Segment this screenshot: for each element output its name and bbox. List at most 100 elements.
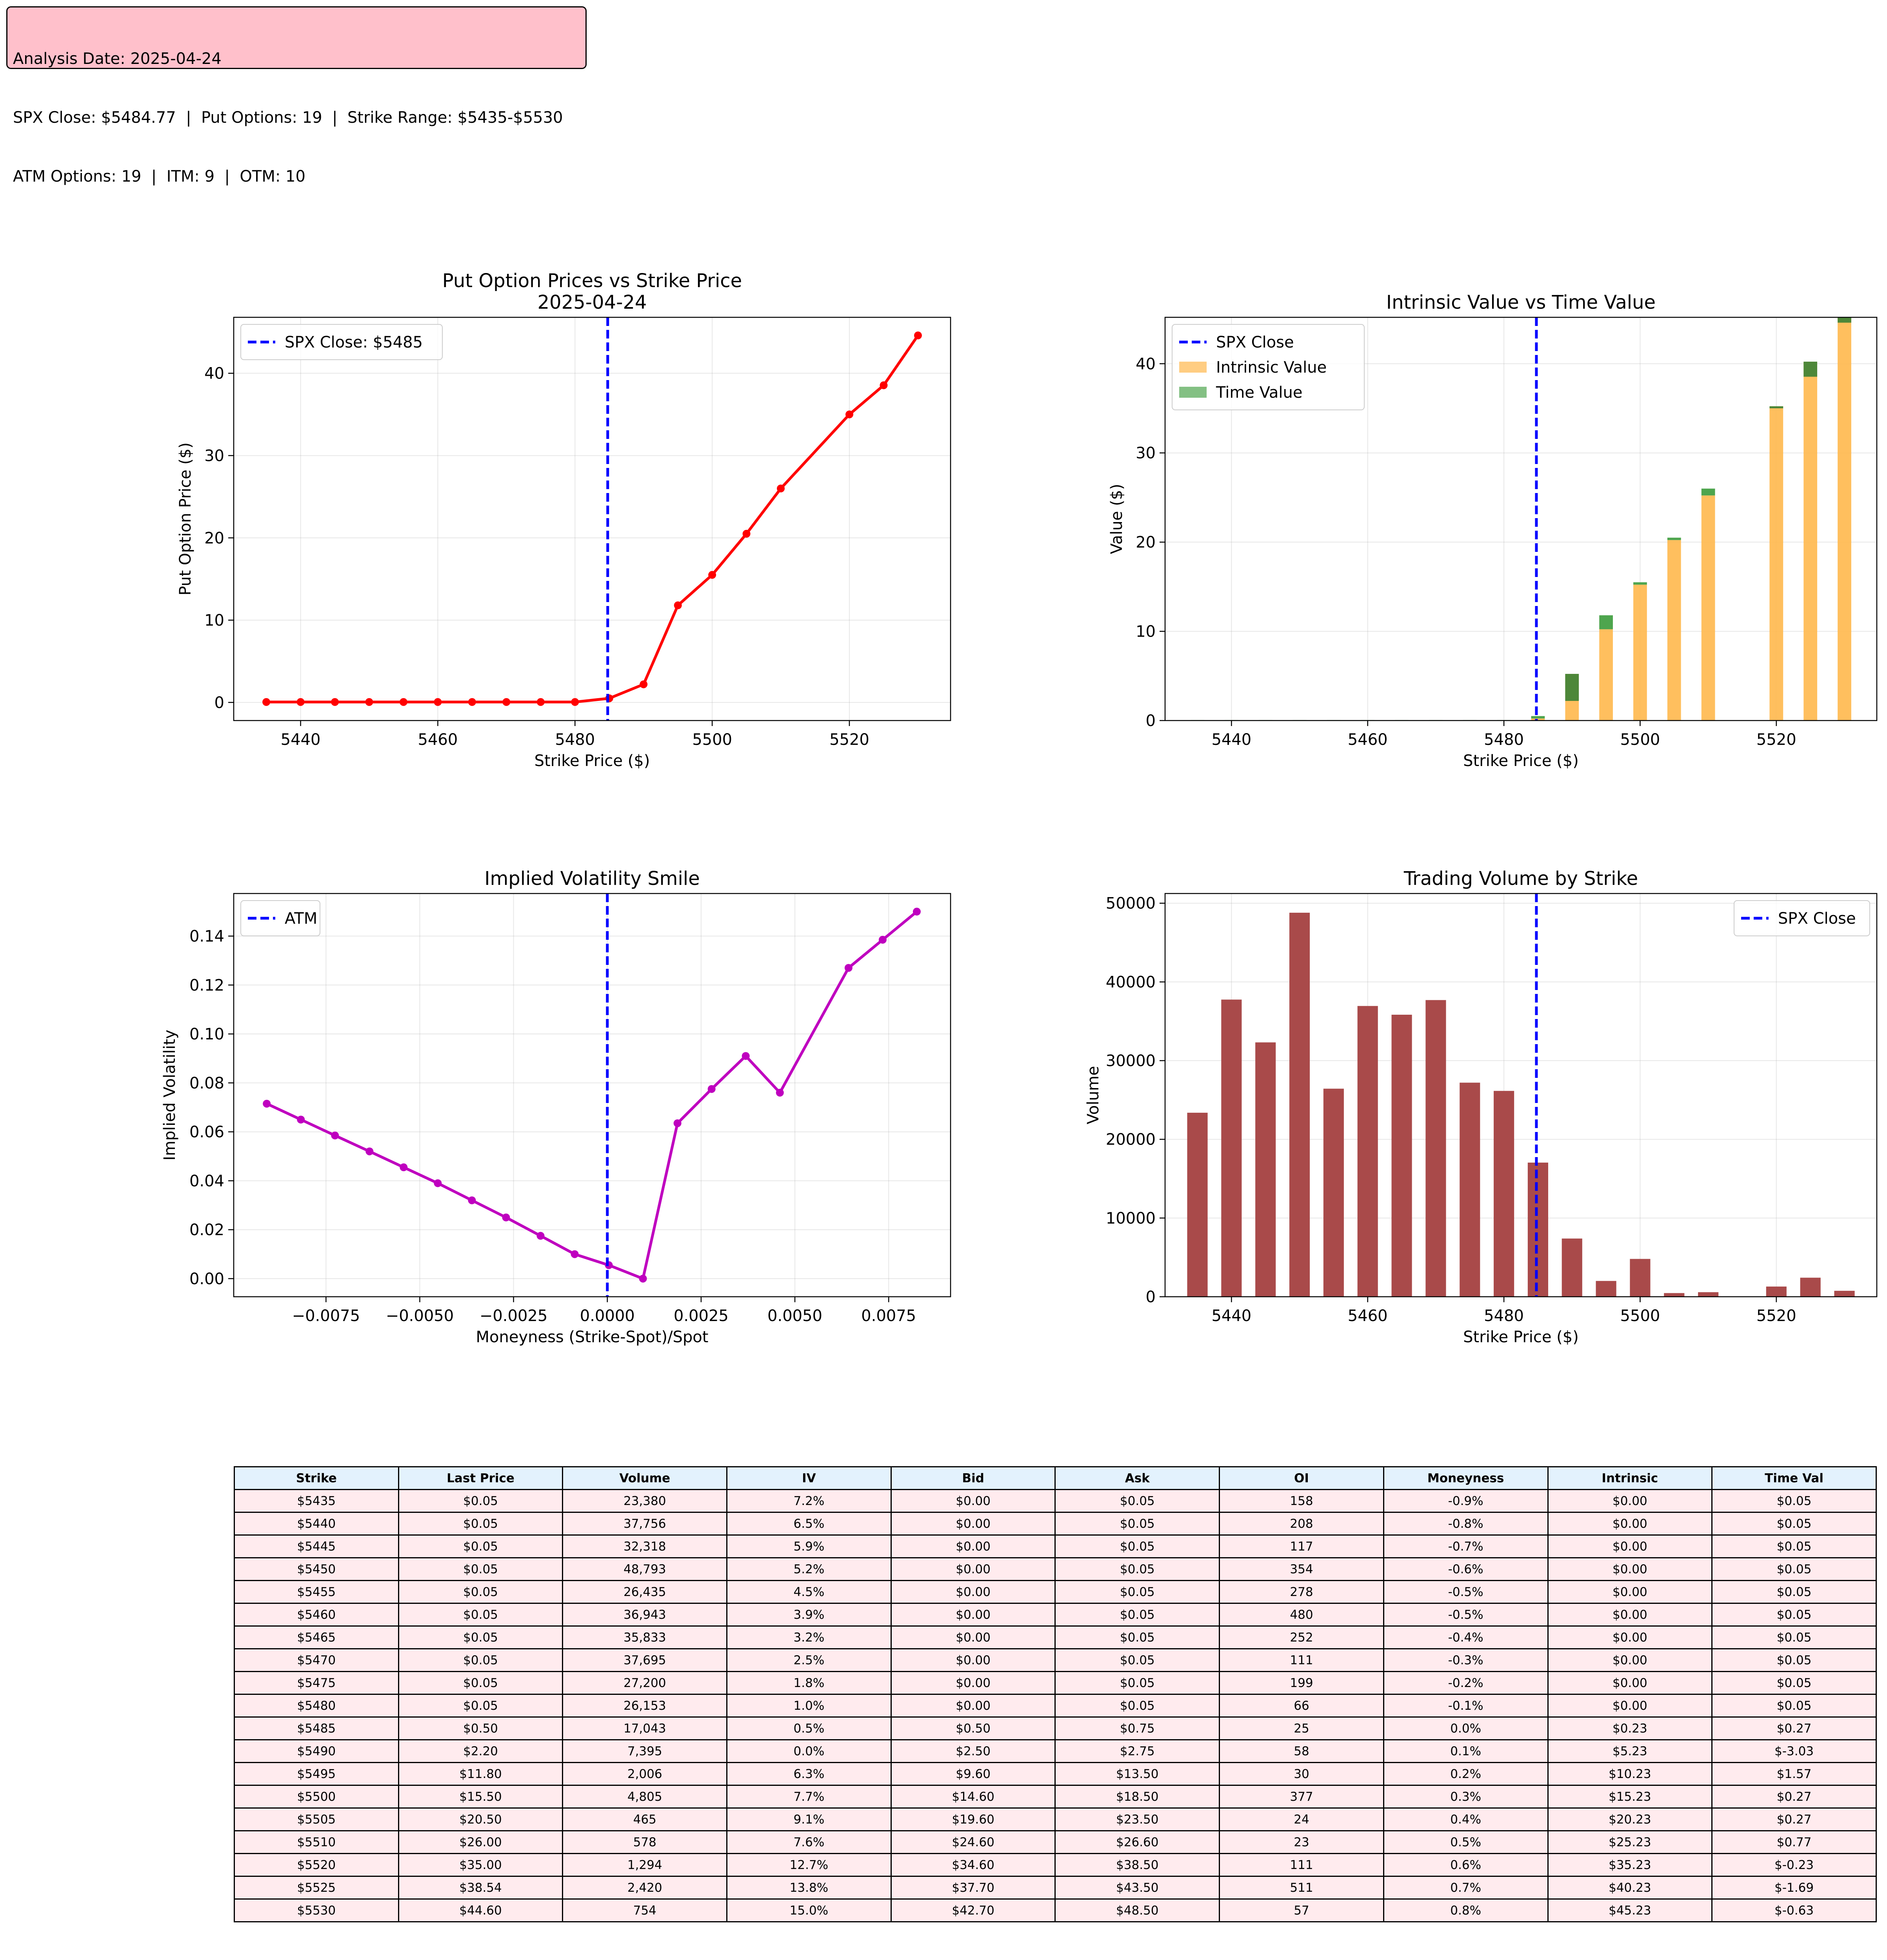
intrinsic-time-intrinsic-bar-13 [1633, 584, 1647, 721]
table-cell: $5465 [234, 1625, 399, 1649]
iv-smile-point-0 [263, 1099, 271, 1108]
table-cell: $37.70 [890, 1876, 1056, 1900]
table-cell: $0.05 [398, 1512, 564, 1536]
intrinsic-time-intrinsic-bar-14 [1667, 540, 1681, 721]
table-cell: $5440 [234, 1512, 399, 1536]
table-cell: $0.05 [398, 1603, 564, 1627]
table-cell: $48.50 [1054, 1898, 1220, 1922]
volume-ylabel: Volume [1084, 1066, 1102, 1125]
table-cell: 0.2% [1383, 1762, 1549, 1786]
options-table: Strike Last Price Volume IV Bid Ask OI Moneynes… [234, 1466, 1877, 1922]
table-cell: 0.3% [1383, 1785, 1549, 1809]
intrinsic-time-time-bar-10 [1531, 716, 1545, 719]
table-cell: $0.00 [1547, 1603, 1713, 1627]
table-cell: $26.60 [1054, 1830, 1220, 1854]
intrinsic-time-legend-swatch-1 [1179, 362, 1207, 373]
put-prices-plot-frame [233, 317, 951, 721]
intrinsic-time-plot-frame [1164, 317, 1878, 721]
table-row: $5455 $0.05 26,435 4.5% $0.00 $0.05 278 -0.5% $0… [234, 1580, 1877, 1604]
put-prices-point-9 [571, 698, 579, 706]
table-cell: $0.00 [1547, 1625, 1713, 1649]
table-cell: $0.05 [398, 1671, 564, 1695]
volume-xtick-label-3: 5500 [1620, 1307, 1660, 1325]
put-prices-point-18 [914, 331, 922, 340]
table-row: $5470 $0.05 37,695 2.5% $0.00 $0.05 111 -0.3% $0… [234, 1648, 1877, 1672]
table-cell: $0.05 [398, 1625, 564, 1649]
table-cell: $5480 [234, 1694, 399, 1718]
table-cell: $5.23 [1547, 1739, 1713, 1763]
table-cell: 58 [1219, 1739, 1384, 1763]
volume-ytick-label-4: 40000 [1106, 973, 1156, 991]
table-cell: -0.4% [1383, 1625, 1549, 1649]
table-cell: $5490 [234, 1739, 399, 1763]
put-prices-point-1 [296, 698, 305, 706]
table-cell: $9.60 [890, 1762, 1056, 1786]
put-prices-xtick-label-1: 5460 [418, 731, 458, 749]
table-header-cell: Time Val [1711, 1466, 1877, 1490]
table-cell: $5470 [234, 1648, 399, 1672]
volume-bar-9 [1494, 1091, 1514, 1297]
volume-bar-16 [1766, 1287, 1787, 1297]
table-cell: 2,420 [562, 1876, 728, 1900]
table-cell: $0.00 [890, 1534, 1056, 1558]
iv-smile-ytick-label-7: 0.14 [189, 928, 224, 946]
put-prices-chart: 5440 5460 5480 5500 5520 0 10 20 30 40 Put Option … [176, 270, 951, 770]
table-row: $5490 $2.20 7,395 0.0% $2.50 $2.75 58 0.1% $5.23… [234, 1739, 1877, 1763]
iv-smile-xtick-label-1: −0.0050 [386, 1307, 454, 1325]
table-cell: 465 [562, 1807, 728, 1831]
table-cell: 199 [1219, 1671, 1384, 1695]
table-cell: 754 [562, 1898, 728, 1922]
table-cell: $35.00 [398, 1853, 564, 1877]
intrinsic-time-intrinsic-bar-17 [1803, 362, 1818, 721]
table-row: $5485 $0.50 17,043 0.5% $0.50 $0.75 25 0.0% $0.2… [234, 1716, 1877, 1740]
table-cell: $5510 [234, 1830, 399, 1854]
table-cell: $13.50 [1054, 1762, 1220, 1786]
table-cell: $5525 [234, 1876, 399, 1900]
iv-smile-point-4 [400, 1163, 408, 1172]
iv-smile-point-5 [434, 1179, 442, 1187]
volume-bar-8 [1460, 1083, 1480, 1297]
intrinsic-time-intrinsic-bar-15 [1701, 495, 1715, 721]
table-cell: -0.5% [1383, 1603, 1549, 1627]
volume-ytick-label-3: 30000 [1106, 1052, 1156, 1070]
table-cell: $43.50 [1054, 1876, 1220, 1900]
iv-smile-point-2 [331, 1131, 339, 1139]
intrinsic-time-time-bar-18 [1838, 317, 1851, 323]
table-cell: $0.05 [1711, 1580, 1877, 1604]
table-cell: $5495 [234, 1762, 399, 1786]
table-cell: $0.00 [890, 1557, 1056, 1581]
table-row: $5510 $26.00 578 7.6% $24.60 $26.60 23 0.5% $25.… [234, 1830, 1877, 1854]
table-cell: 354 [1219, 1557, 1384, 1581]
intrinsic-time-xtick-label-2: 5480 [1484, 731, 1524, 749]
table-cell: -0.8% [1383, 1512, 1549, 1536]
table-cell: 0.5% [1383, 1830, 1549, 1854]
table-cell: $0.05 [1711, 1534, 1877, 1558]
table-cell: $0.05 [1711, 1648, 1877, 1672]
put-prices-point-5 [434, 698, 442, 706]
table-row: $5480 $0.05 26,153 1.0% $0.00 $0.05 66 -0.1% $0.… [234, 1694, 1877, 1718]
table-cell: 15.0% [726, 1898, 892, 1922]
table-cell: $0.00 [1547, 1694, 1713, 1718]
table-row: $5460 $0.05 36,943 3.9% $0.00 $0.05 480 -0.5% $0… [234, 1603, 1877, 1627]
table-cell: $0.75 [1054, 1716, 1220, 1740]
table-cell: $34.60 [890, 1853, 1056, 1877]
table-cell: $0.77 [1711, 1830, 1877, 1854]
intrinsic-time-legend-swatch-2 [1179, 387, 1207, 398]
volume-bar-17 [1800, 1278, 1821, 1297]
table-cell: 2,006 [562, 1762, 728, 1786]
table-cell: $0.05 [1054, 1512, 1220, 1536]
table-cell: 37,756 [562, 1512, 728, 1536]
table-cell: -0.6% [1383, 1557, 1549, 1581]
table-cell: 0.4% [1383, 1807, 1549, 1831]
iv-smile-xtick-label-6: 0.0075 [861, 1307, 916, 1325]
volume-bar-15 [1698, 1292, 1719, 1297]
table-cell: 0.6% [1383, 1853, 1549, 1877]
iv-smile-xtick-label-3: 0.0000 [580, 1307, 635, 1325]
intrinsic-time-intrinsic-bar-10 [1531, 718, 1545, 721]
table-cell: $0.05 [1711, 1694, 1877, 1718]
volume-xlabel: Strike Price ($) [1463, 1328, 1579, 1346]
intrinsic-time-ytick-label-4: 40 [1136, 355, 1156, 373]
table-cell: $0.00 [890, 1580, 1056, 1604]
table-cell: $45.23 [1547, 1898, 1713, 1922]
table-cell: $0.00 [890, 1648, 1056, 1672]
